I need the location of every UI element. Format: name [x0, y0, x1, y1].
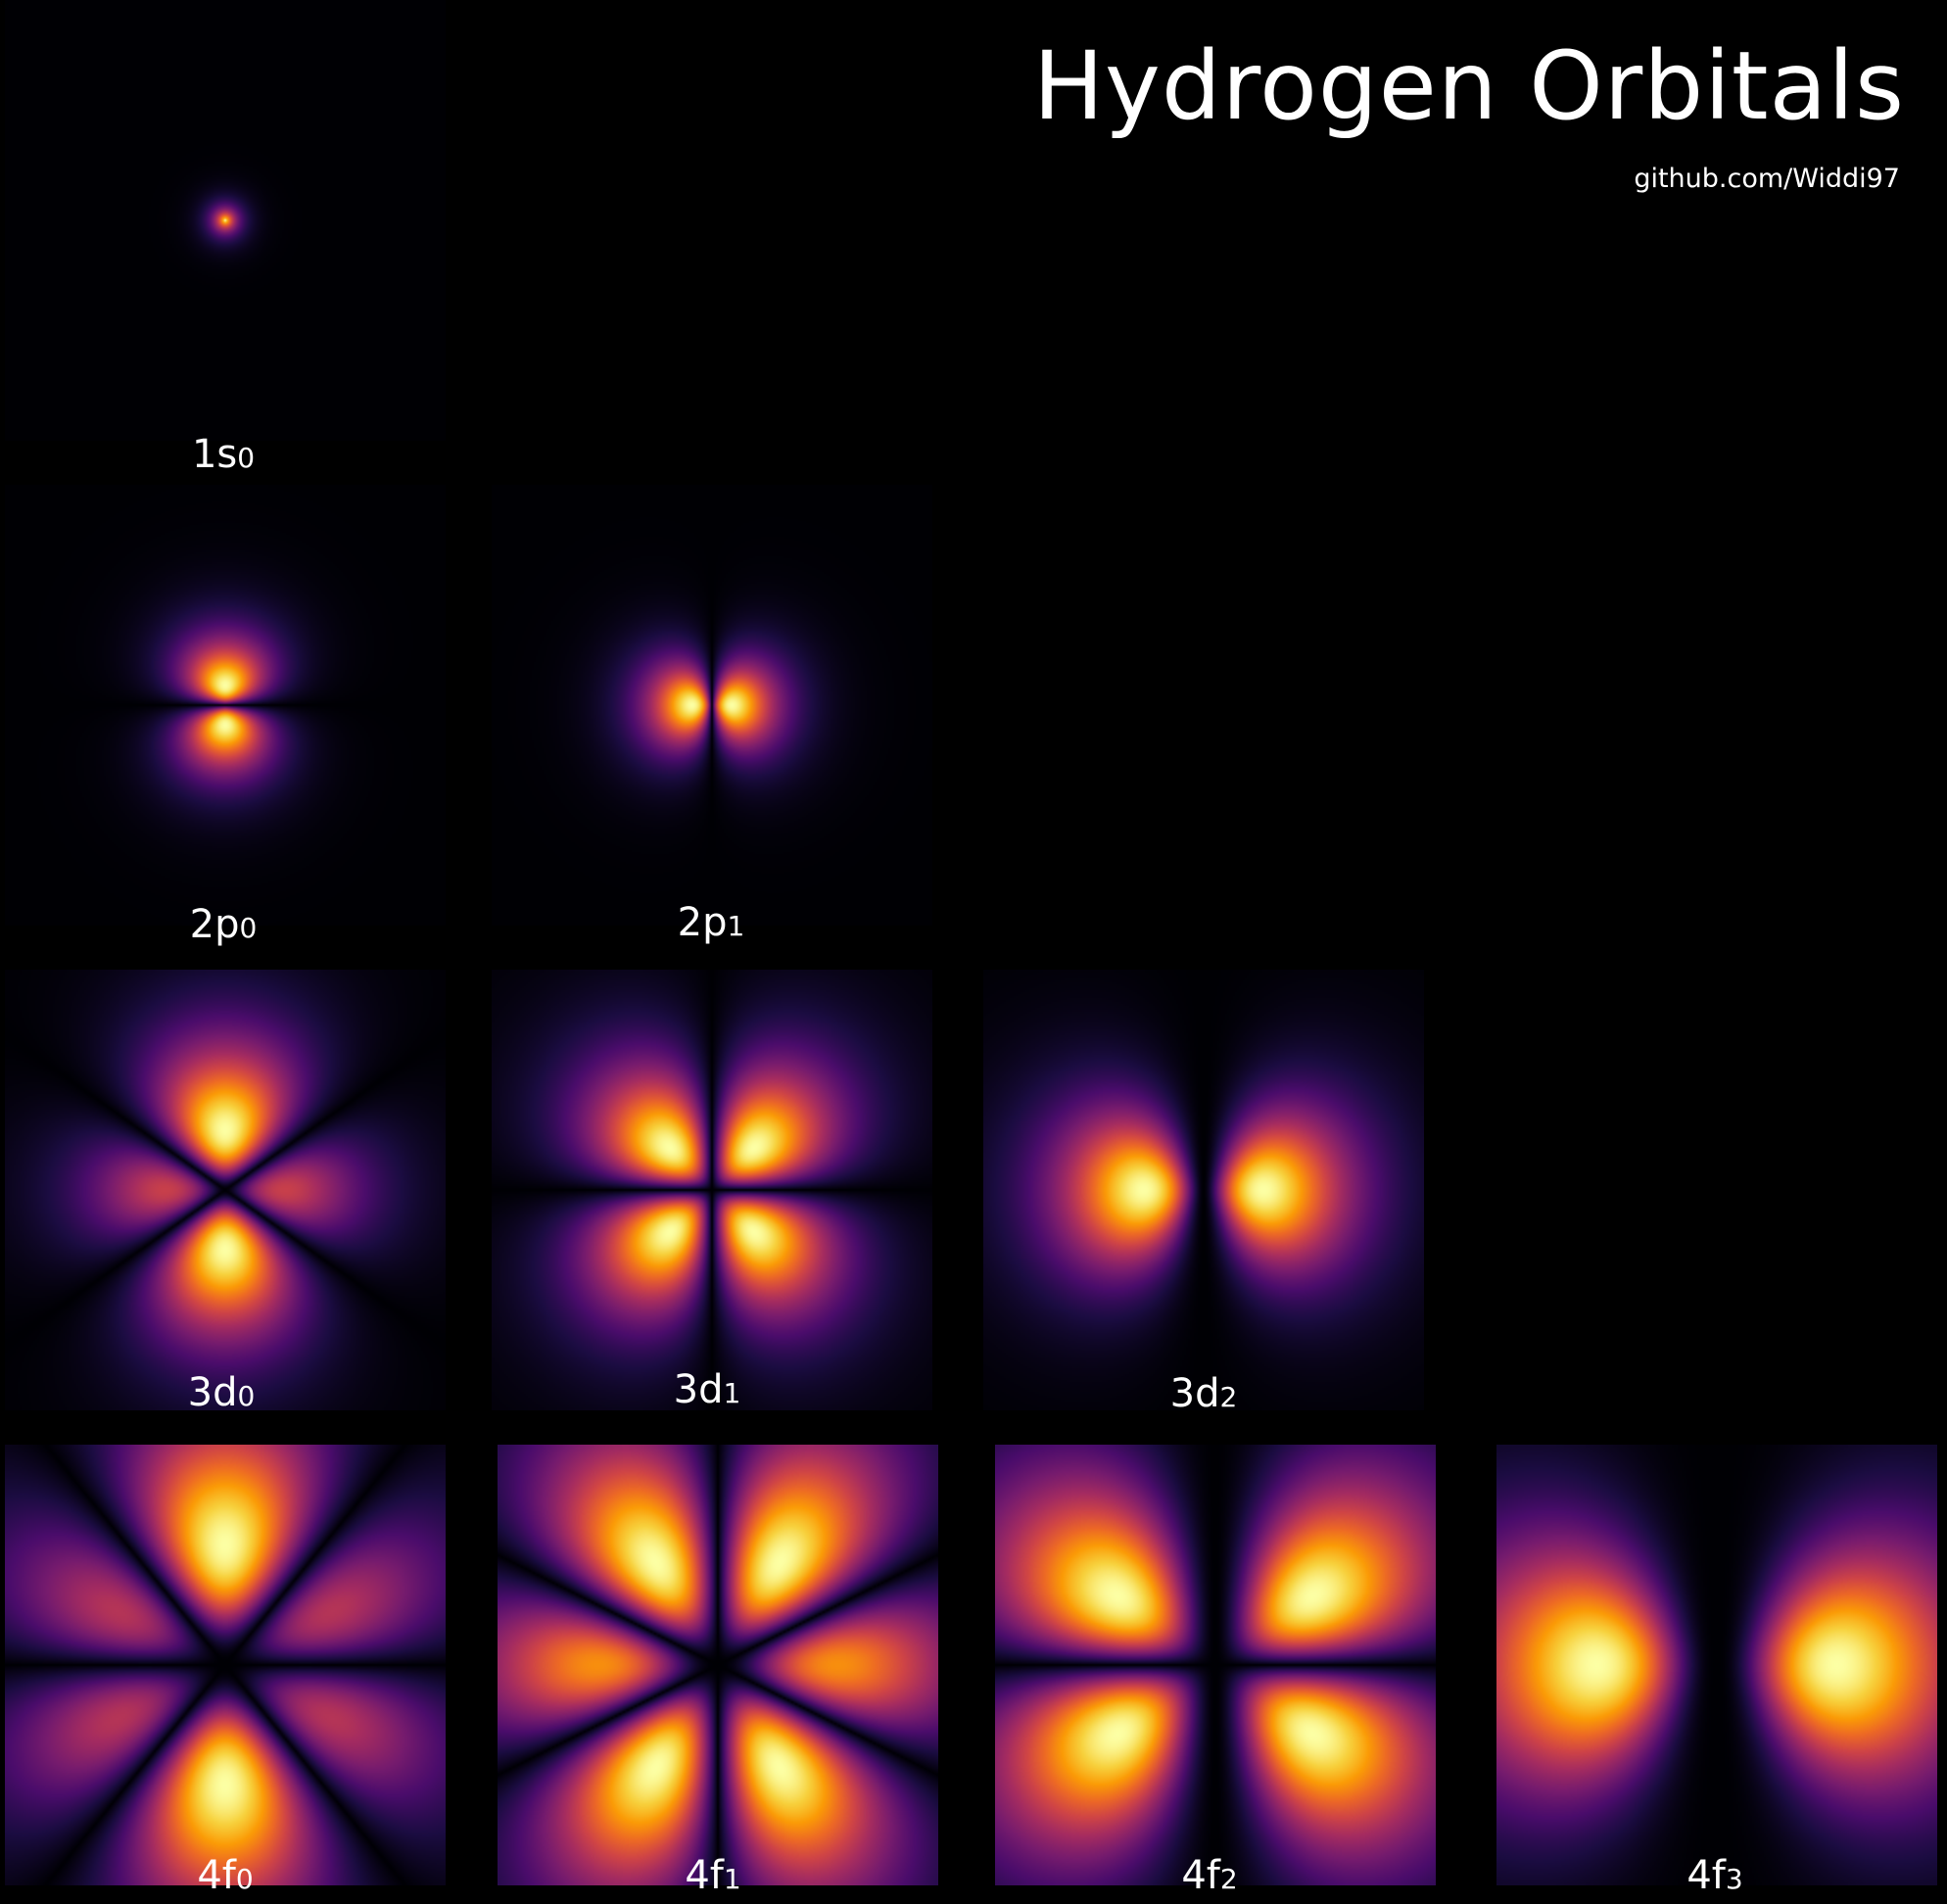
orbital-label-3d2: 3d2: [1170, 1370, 1238, 1421]
credit-link-text: github.com/Widdi97: [1634, 164, 1900, 194]
orbital-label-4f1: 4f1: [685, 1852, 740, 1903]
orbital-label-name: 4f: [685, 1853, 724, 1898]
orbital-label-name: 3d: [673, 1367, 724, 1412]
orbital-density-3d1: [492, 970, 932, 1410]
orbital-label-name: 1s: [191, 432, 238, 477]
orbital-label-name: 4f: [1181, 1853, 1220, 1898]
orbital-label-subscript: 1: [727, 910, 745, 942]
orbital-label-name: 2p: [677, 900, 728, 945]
orbital-label-3d0: 3d0: [188, 1369, 256, 1420]
orbital-label-2p0: 2p0: [190, 901, 258, 952]
orbital-density-2p1: [492, 485, 932, 926]
orbital-density-4f3: [1496, 1445, 1937, 1885]
orbital-label-4f3: 4f3: [1686, 1852, 1742, 1903]
orbital-label-3d1: 3d1: [674, 1366, 741, 1417]
orbital-density-4f2: [995, 1445, 1436, 1885]
orbital-panel-3d0: [5, 970, 446, 1410]
orbital-label-subscript: 1: [723, 1377, 741, 1409]
orbital-panel-4f1: [498, 1445, 938, 1885]
orbital-label-subscript: 0: [237, 1380, 256, 1412]
orbital-label-1s0: 1s0: [192, 431, 255, 482]
orbital-panel-3d1: [492, 970, 932, 1410]
orbital-density-3d0: [5, 970, 446, 1410]
orbital-label-subscript: 1: [723, 1863, 741, 1895]
orbital-label-name: 4f: [197, 1853, 236, 1898]
orbital-label-subscript: 2: [1219, 1863, 1238, 1895]
orbital-density-1s0: [5, 0, 446, 441]
orbital-label-subscript: 0: [235, 1863, 254, 1895]
orbital-panel-4f2: [995, 1445, 1436, 1885]
orbital-panel-1s0: [5, 0, 446, 441]
orbital-panel-4f3: [1496, 1445, 1937, 1885]
orbital-label-4f2: 4f2: [1181, 1852, 1237, 1903]
orbital-label-subscript: 0: [237, 442, 256, 474]
orbital-label-name: 4f: [1686, 1853, 1726, 1898]
orbital-panel-4f0: [5, 1445, 446, 1885]
orbital-panel-2p1: [492, 485, 932, 926]
orbital-density-3d2: [983, 970, 1424, 1410]
orbital-label-2p1: 2p1: [678, 899, 745, 950]
orbital-label-subscript: 3: [1725, 1863, 1743, 1895]
orbital-panel-3d2: [983, 970, 1424, 1410]
orbital-panel-2p0: [5, 485, 446, 926]
figure-title: Hydrogen Orbitals: [1032, 31, 1905, 141]
orbital-label-4f0: 4f0: [197, 1852, 253, 1903]
orbital-label-name: 3d: [187, 1370, 238, 1415]
orbital-label-name: 2p: [189, 902, 240, 947]
orbital-density-4f1: [498, 1445, 938, 1885]
orbital-label-name: 3d: [1169, 1371, 1220, 1416]
orbital-density-4f0: [5, 1445, 446, 1885]
orbital-label-subscript: 2: [1219, 1381, 1238, 1413]
orbital-label-subscript: 0: [239, 912, 258, 944]
orbital-density-2p0: [5, 485, 446, 926]
